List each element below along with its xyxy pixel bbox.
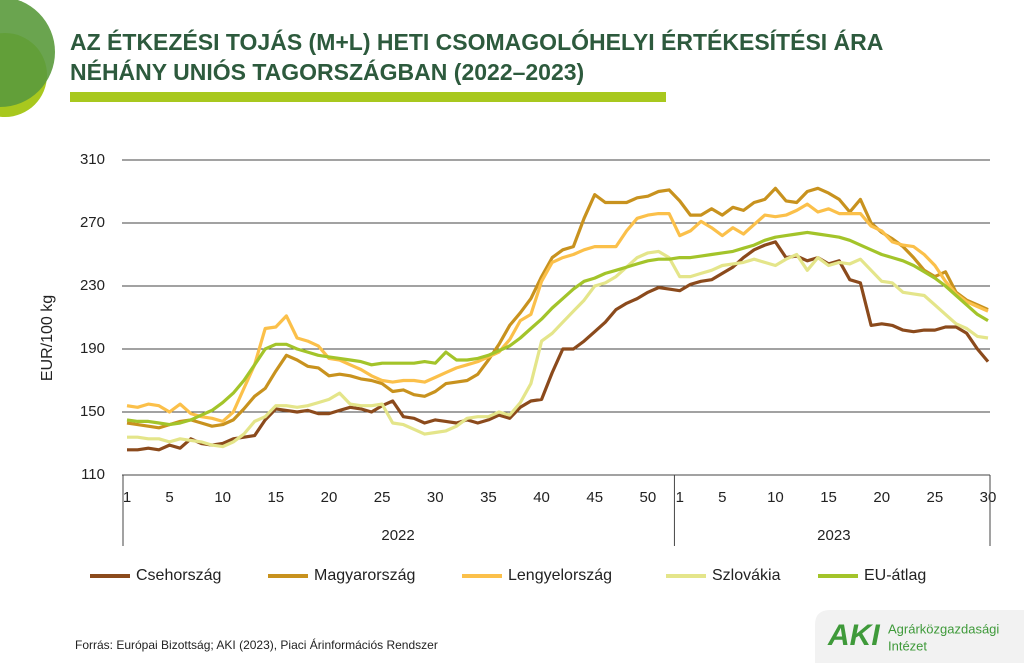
legend-label: Lengyelország — [508, 567, 612, 584]
legend-label: Magyarország — [314, 567, 415, 584]
y-tick-label: 150 — [80, 403, 105, 420]
deco-circle — [0, 0, 55, 107]
y-tick-label: 190 — [80, 340, 105, 357]
legend-label: Csehország — [136, 567, 221, 584]
x-tick-label: 1 — [676, 489, 684, 506]
logo-panel — [815, 610, 1024, 663]
logo-name: Intézet — [888, 638, 927, 653]
logo-name: Agrárközgazdasági — [888, 621, 999, 636]
x-tick-label: 20 — [321, 489, 338, 506]
x-tick-label: 5 — [165, 489, 173, 506]
x-tick-label: 50 — [640, 489, 657, 506]
y-tick-label: 110 — [81, 466, 105, 483]
y-tick-label: 310 — [80, 151, 105, 168]
logo: AKI Agrárközgazdasági Intézet — [815, 610, 1024, 663]
chart-title: AZ ÉTKEZÉSI TOJÁS (M+L) HETI CSOMAGOLÓHE… — [70, 28, 883, 55]
x-tick-label: 35 — [480, 489, 497, 506]
x-tick-label: 25 — [374, 489, 391, 506]
x-group-label: 2023 — [817, 527, 850, 544]
y-tick-label: 230 — [80, 277, 105, 294]
series-line — [127, 240, 990, 452]
x-tick-label: 5 — [718, 489, 726, 506]
logo-abbr: AKI — [827, 619, 880, 652]
x-tick-label: 25 — [927, 489, 944, 506]
series-line — [126, 186, 989, 430]
chart-title: NÉHÁNY UNIÓS TAGORSZÁGBAN (2022–2023) — [70, 58, 584, 85]
y-axis-label: EUR/100 kg — [39, 295, 56, 381]
x-tick-label: 10 — [767, 489, 784, 506]
x-tick-label: 45 — [586, 489, 603, 506]
x-tick-label: 1 — [123, 489, 131, 506]
x-tick-label: 10 — [214, 489, 231, 506]
x-tick-label: 30 — [980, 489, 997, 506]
source: Forrás: Európai Bizottság; AKI (2023), P… — [75, 637, 438, 652]
legend-label: EU-átlag — [864, 567, 926, 584]
y-tick-label: 270 — [80, 214, 105, 231]
x-tick-label: 15 — [820, 489, 837, 506]
x-group-label: 2022 — [381, 527, 414, 544]
x-tick-label: 40 — [533, 489, 550, 506]
x-tick-label: 15 — [267, 489, 284, 506]
series-line — [126, 230, 989, 427]
series-line — [126, 202, 989, 423]
title-bar — [70, 92, 666, 102]
series-line — [127, 249, 989, 449]
legend-label: Szlovákia — [712, 567, 781, 584]
x-tick-label: 30 — [427, 489, 444, 506]
x-tick-label: 20 — [873, 489, 890, 506]
